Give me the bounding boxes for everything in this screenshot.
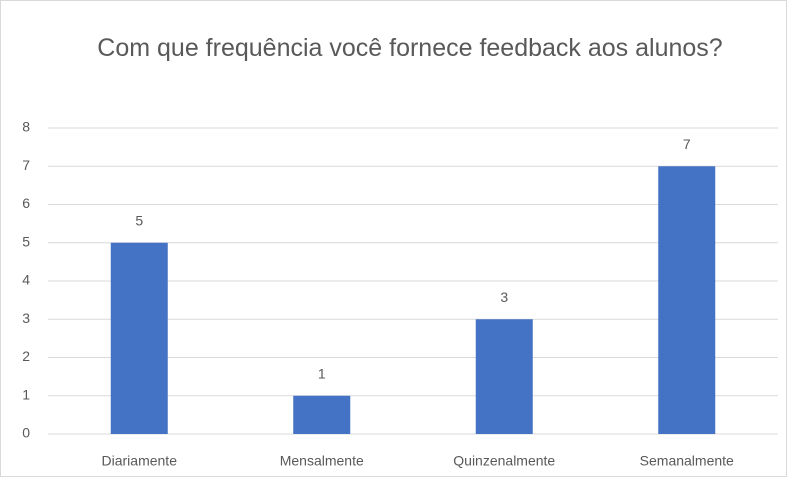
bar [475,319,533,434]
y-tick-label: 4 [22,272,30,288]
chart-title: Com que frequência você fornece feedback… [97,34,723,62]
y-tick-label: 5 [22,233,30,249]
data-label: 7 [683,136,691,152]
y-tick-label: 0 [22,425,30,441]
y-tick-label: 7 [22,157,30,173]
y-tick-label: 1 [22,386,30,402]
data-label: 1 [318,365,326,381]
y-tick-label: 8 [22,119,30,135]
y-tick-label: 6 [22,195,30,211]
data-label: 3 [500,289,508,305]
bar [110,242,168,434]
bar [658,166,716,434]
bar [293,395,351,434]
y-tick-label: 3 [22,310,30,326]
y-tick-label: 2 [22,348,30,364]
x-tick-label: Diariamente [102,453,178,469]
data-label: 5 [135,212,143,228]
x-tick-label: Mensalmente [280,453,364,469]
x-tick-label: Quinzenalmente [453,453,555,469]
x-tick-label: Semanalmente [640,453,734,469]
